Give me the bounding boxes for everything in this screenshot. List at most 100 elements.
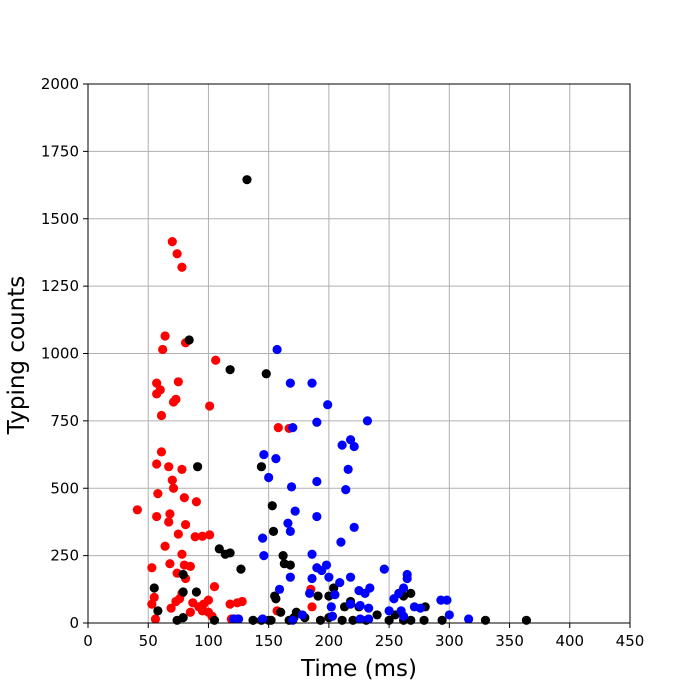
data-point	[313, 591, 323, 601]
data-point	[236, 564, 246, 574]
data-point	[164, 462, 174, 472]
data-point	[283, 518, 293, 528]
data-point	[173, 377, 183, 387]
data-point	[419, 615, 429, 625]
data-point	[256, 462, 267, 472]
data-point	[132, 505, 142, 515]
data-point	[177, 464, 187, 474]
y-tick-label: 1750	[41, 142, 79, 160]
data-point	[415, 603, 426, 613]
data-point	[203, 595, 214, 605]
x-tick-label: 200	[315, 632, 344, 650]
data-point	[464, 614, 474, 624]
data-point	[174, 594, 185, 604]
data-point	[165, 559, 175, 569]
data-point	[177, 262, 187, 272]
data-point	[317, 565, 327, 576]
data-point	[191, 587, 201, 597]
data-point	[364, 603, 374, 613]
data-point	[258, 533, 268, 543]
data-point	[345, 599, 356, 609]
data-point	[193, 462, 203, 472]
data-point	[307, 549, 317, 559]
data-point	[180, 520, 191, 530]
y-tick-label: 750	[50, 412, 79, 430]
data-point	[172, 249, 182, 259]
data-point	[167, 237, 177, 247]
data-point	[150, 614, 161, 624]
data-point	[153, 606, 163, 616]
axis-ticks: 0 50 100 150 200 250 300 350 400 450 0 250 500 750 100…	[41, 75, 645, 650]
data-point	[177, 549, 187, 559]
data-point	[324, 572, 334, 582]
data-point	[372, 610, 382, 620]
data-point	[225, 599, 235, 609]
data-point	[209, 582, 220, 592]
data-point	[225, 365, 235, 375]
y-tick-label: 2000	[41, 75, 79, 93]
data-point	[442, 595, 452, 605]
data-point	[271, 594, 281, 604]
data-point	[160, 331, 170, 341]
data-point	[364, 614, 374, 624]
y-tick-label: 250	[50, 547, 79, 565]
data-point	[272, 344, 282, 355]
data-point	[248, 615, 258, 625]
data-point	[343, 464, 353, 474]
x-tick-label: 300	[435, 632, 464, 650]
data-point	[152, 511, 162, 522]
data-point	[173, 529, 183, 539]
data-point	[191, 497, 201, 507]
data-point	[365, 583, 375, 593]
data-point	[178, 569, 188, 580]
data-point	[307, 378, 317, 388]
data-point	[258, 614, 268, 624]
data-point	[259, 449, 269, 460]
data-point	[205, 401, 215, 411]
x-axis-label: Time (ms)	[300, 656, 417, 682]
data-point	[178, 613, 188, 623]
x-tick-label: 250	[375, 632, 404, 650]
data-point	[286, 482, 297, 492]
y-tick-label: 0	[69, 614, 79, 632]
data-point	[278, 551, 288, 561]
data-point	[242, 175, 252, 185]
data-point	[288, 615, 298, 625]
data-point	[285, 378, 295, 388]
x-tick-label: 400	[555, 632, 584, 650]
y-tick-label: 1500	[41, 210, 79, 228]
data-point	[147, 563, 157, 573]
y-tick-label: 500	[50, 479, 79, 497]
data-point	[273, 423, 283, 433]
data-point	[402, 573, 412, 584]
x-tick-label: 450	[616, 632, 645, 650]
data-point	[384, 606, 394, 616]
data-point	[349, 441, 359, 452]
data-point	[266, 615, 276, 625]
data-point	[274, 584, 285, 594]
data-point	[166, 603, 176, 613]
data-point	[480, 615, 491, 625]
data-point	[171, 394, 181, 404]
data-point	[355, 614, 365, 624]
data-point	[149, 583, 159, 593]
data-point	[288, 423, 298, 433]
data-point	[237, 596, 247, 607]
data-point	[285, 526, 295, 536]
data-point	[205, 530, 215, 540]
data-point	[326, 602, 336, 612]
data-point	[184, 335, 194, 345]
y-tick-label: 1000	[41, 345, 79, 363]
x-tick-label: 100	[194, 632, 223, 650]
data-point	[155, 385, 165, 395]
data-point	[349, 522, 359, 532]
data-point	[160, 541, 170, 551]
y-tick-label: 1250	[41, 277, 79, 295]
data-point	[149, 592, 159, 602]
data-point	[178, 587, 188, 597]
data-point	[521, 615, 532, 625]
data-point	[312, 417, 322, 427]
x-tick-label: 50	[139, 632, 158, 650]
